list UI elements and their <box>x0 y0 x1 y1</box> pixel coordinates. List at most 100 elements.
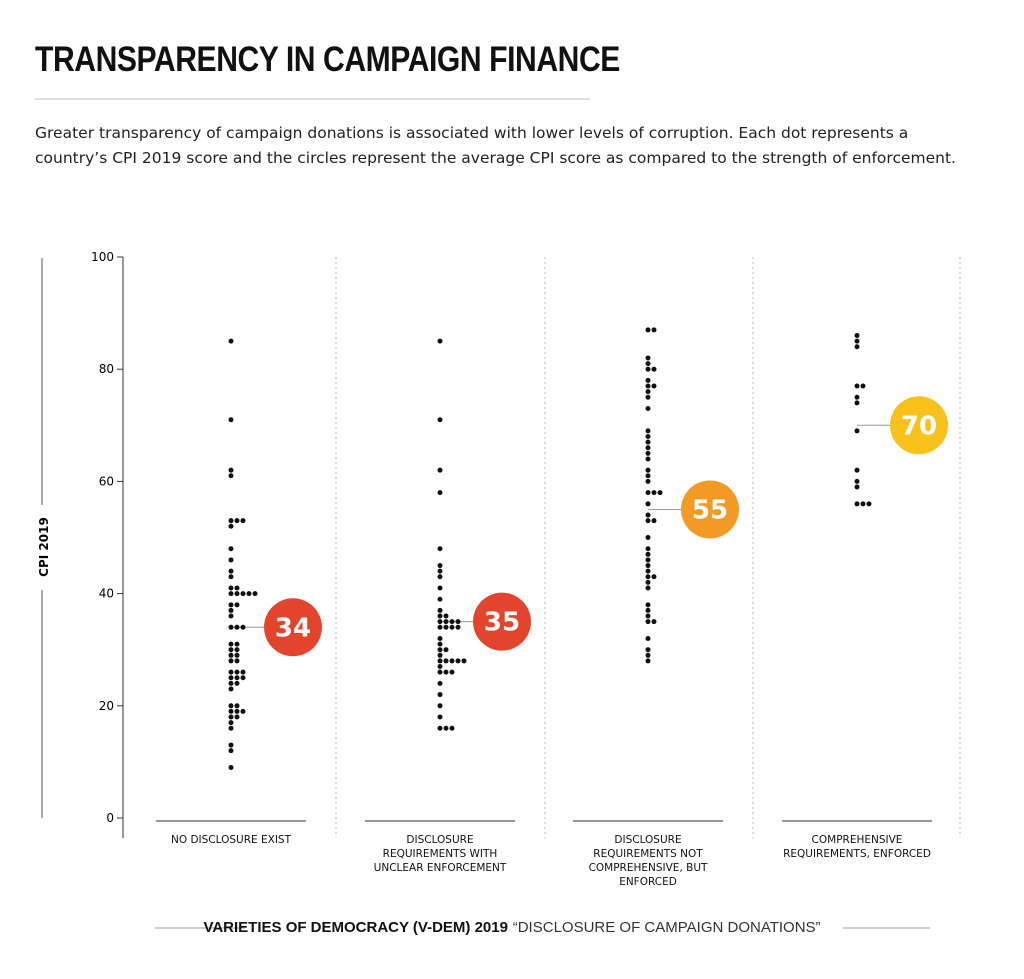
dot <box>860 383 866 389</box>
dot <box>240 518 246 524</box>
dot <box>228 748 234 754</box>
x-axis-title: VARIETIES OF DEMOCRACY (V-DEM) 2019 <box>203 919 508 936</box>
x-axis-note: “DISCLOSURE OF CAMPAIGN DONATIONS” <box>512 919 821 936</box>
dot <box>437 647 443 653</box>
dot <box>443 624 449 630</box>
dot <box>645 579 651 585</box>
dot <box>645 647 651 653</box>
x-tick-label: COMPREHENSIVE REQUIREMENTS, ENFORCED <box>783 834 931 860</box>
dot <box>645 535 651 540</box>
dot <box>234 669 240 675</box>
dot <box>645 613 651 619</box>
dot <box>645 383 651 389</box>
dot <box>645 546 651 552</box>
chart-title: TRANSPARENCY IN CAMPAIGN FINANCE <box>35 40 620 79</box>
dot <box>645 361 651 367</box>
dot <box>437 692 443 698</box>
dot <box>645 607 651 613</box>
dot <box>437 635 443 641</box>
dot <box>228 658 234 664</box>
dot <box>860 501 866 507</box>
dot <box>437 680 443 686</box>
dot <box>228 725 234 731</box>
dot <box>449 669 455 675</box>
dot <box>443 647 449 653</box>
dot <box>455 619 461 625</box>
dot <box>645 366 651 372</box>
dot <box>234 708 240 714</box>
dot <box>645 377 651 383</box>
dot <box>437 490 443 496</box>
x-tick-label: DISCLOSURE REQUIREMENTS NOT COMPREHENSIV… <box>588 834 708 888</box>
dot <box>228 417 234 423</box>
dot <box>228 546 234 552</box>
dot <box>437 658 443 664</box>
dot <box>228 613 234 619</box>
dot <box>234 518 240 524</box>
dot <box>240 708 246 714</box>
dot <box>854 478 860 484</box>
dot <box>228 742 234 748</box>
dot <box>645 619 651 625</box>
dot <box>228 607 234 613</box>
dot <box>645 568 651 574</box>
y-tick-label: 0 <box>106 811 114 825</box>
average-circle <box>890 396 948 455</box>
dot <box>246 591 252 597</box>
dot <box>234 652 240 658</box>
dot <box>449 725 455 731</box>
dot <box>228 473 234 479</box>
dot <box>651 383 657 389</box>
average-label: 35 <box>484 608 520 638</box>
dot <box>854 467 860 473</box>
dot <box>228 720 234 726</box>
dot <box>437 568 443 574</box>
dot <box>645 456 651 462</box>
dot <box>645 512 651 518</box>
dot <box>228 467 234 473</box>
dot <box>228 518 234 524</box>
dot <box>234 602 240 608</box>
dot <box>645 557 651 563</box>
dot <box>234 624 240 630</box>
average-label: 55 <box>692 495 728 525</box>
dot <box>455 658 461 664</box>
dot <box>437 596 443 602</box>
dot <box>234 658 240 664</box>
dot <box>228 602 234 608</box>
dot <box>234 641 240 647</box>
dot <box>645 563 651 569</box>
x-axis-label: VARIETIES OF DEMOCRACY (V-DEM) 2019 “DIS… <box>0 918 1024 936</box>
dot <box>234 703 240 709</box>
dot <box>645 585 651 591</box>
dot <box>437 714 443 720</box>
average-label: 70 <box>901 411 937 441</box>
dot <box>645 389 651 395</box>
dot <box>437 703 443 709</box>
x-tick-label: NO DISCLOSURE EXIST <box>171 834 291 846</box>
dot <box>449 619 455 625</box>
dot <box>645 652 651 658</box>
dot <box>449 624 455 630</box>
chart-subtitle: Greater transparency of campaign donatio… <box>35 124 956 167</box>
average-circle <box>473 592 531 651</box>
dot <box>234 680 240 686</box>
dot <box>443 725 449 731</box>
dot <box>651 490 657 496</box>
dot <box>651 574 657 580</box>
dot <box>437 546 443 552</box>
dot <box>854 344 860 350</box>
dot <box>645 394 651 400</box>
dot <box>240 624 246 630</box>
dot <box>437 641 443 647</box>
dot <box>240 669 246 675</box>
dot <box>854 501 860 507</box>
dot <box>228 591 234 597</box>
dot <box>443 669 449 675</box>
dot <box>228 574 234 580</box>
dot <box>228 686 234 692</box>
dot <box>228 647 234 653</box>
dot <box>234 675 240 681</box>
y-axis-label: CPI 2019 <box>37 517 51 577</box>
